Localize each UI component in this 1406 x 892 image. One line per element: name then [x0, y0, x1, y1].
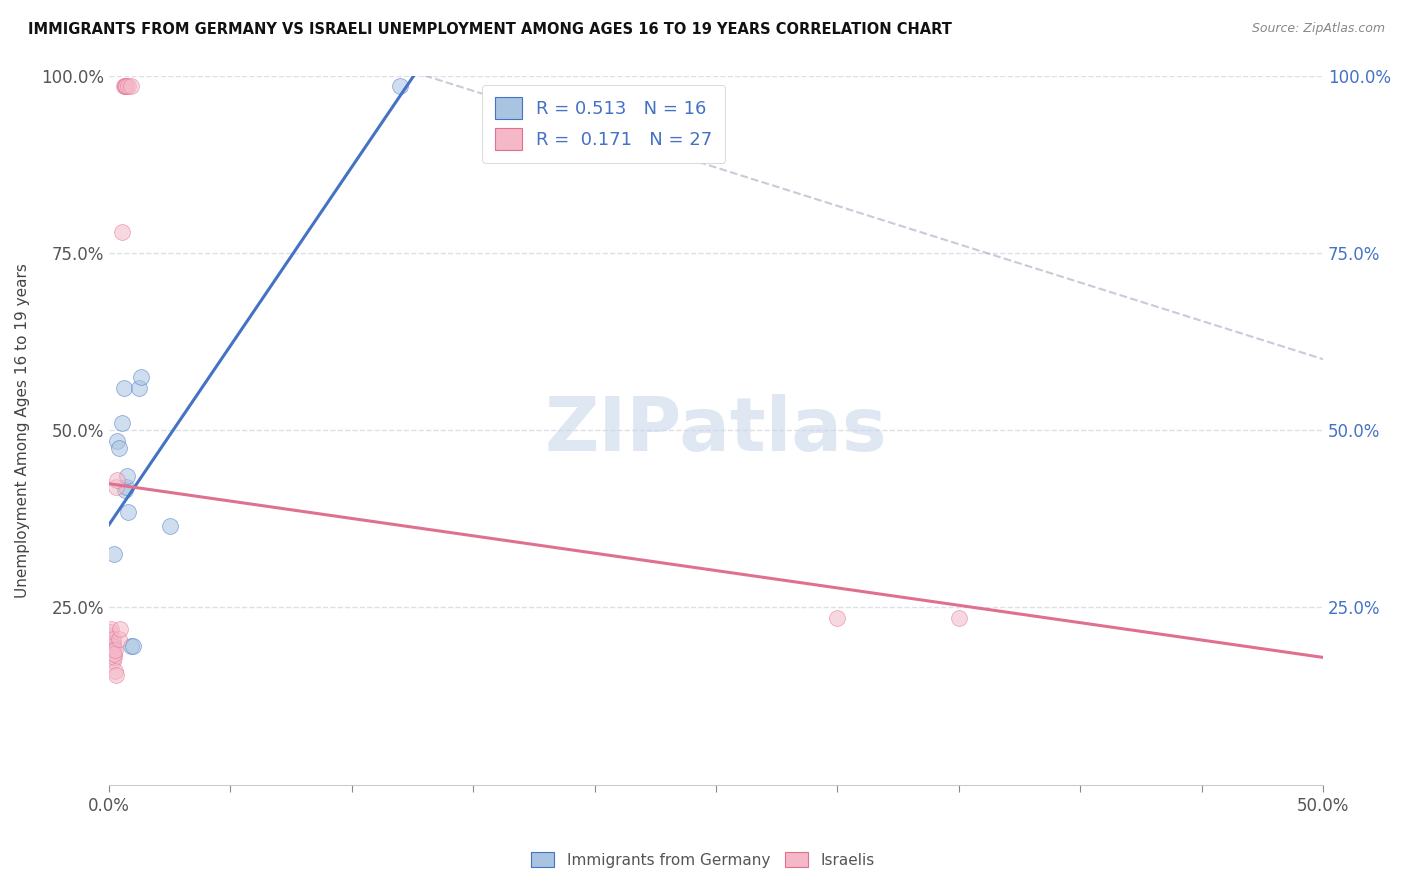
Point	[103, 650, 125, 665]
Point	[948, 611, 970, 625]
Point	[112, 79, 135, 94]
Point	[159, 519, 181, 533]
Point	[114, 483, 136, 498]
Point	[101, 654, 124, 668]
Text: ZIPatlas: ZIPatlas	[544, 393, 887, 467]
Point	[101, 647, 124, 661]
Point	[114, 79, 136, 94]
Point	[101, 640, 124, 654]
Point	[108, 622, 131, 636]
Point	[100, 640, 122, 654]
Point	[105, 480, 128, 494]
Point	[115, 79, 138, 94]
Point	[103, 647, 125, 661]
Point	[117, 79, 139, 94]
Legend: R = 0.513   N = 16, R =  0.171   N = 27: R = 0.513 N = 16, R = 0.171 N = 27	[482, 85, 725, 163]
Point	[389, 79, 412, 94]
Point	[104, 643, 127, 657]
Point	[115, 480, 138, 494]
Point	[100, 622, 122, 636]
Point	[120, 640, 142, 654]
Point	[107, 441, 129, 455]
Point	[98, 625, 121, 640]
Point	[111, 416, 134, 430]
Point	[114, 79, 136, 94]
Point	[101, 632, 124, 647]
Point	[107, 434, 129, 448]
Text: IMMIGRANTS FROM GERMANY VS ISRAELI UNEMPLOYMENT AMONG AGES 16 TO 19 YEARS CORREL: IMMIGRANTS FROM GERMANY VS ISRAELI UNEMP…	[28, 22, 952, 37]
Point	[101, 636, 124, 650]
Point	[120, 79, 142, 94]
Point	[128, 381, 150, 395]
Point	[107, 473, 129, 487]
Point	[111, 225, 134, 239]
Point	[115, 469, 138, 483]
Point	[101, 643, 124, 657]
Point	[827, 611, 849, 625]
Point	[122, 640, 145, 654]
Point	[104, 665, 127, 679]
Point	[103, 547, 125, 561]
Point	[105, 668, 128, 682]
Point	[112, 381, 135, 395]
Legend: Immigrants from Germany, Israelis: Immigrants from Germany, Israelis	[524, 844, 882, 875]
Point	[107, 632, 129, 647]
Y-axis label: Unemployment Among Ages 16 to 19 years: Unemployment Among Ages 16 to 19 years	[15, 263, 30, 598]
Text: Source: ZipAtlas.com: Source: ZipAtlas.com	[1251, 22, 1385, 36]
Point	[129, 370, 152, 384]
Point	[117, 505, 139, 519]
Point	[98, 629, 121, 643]
